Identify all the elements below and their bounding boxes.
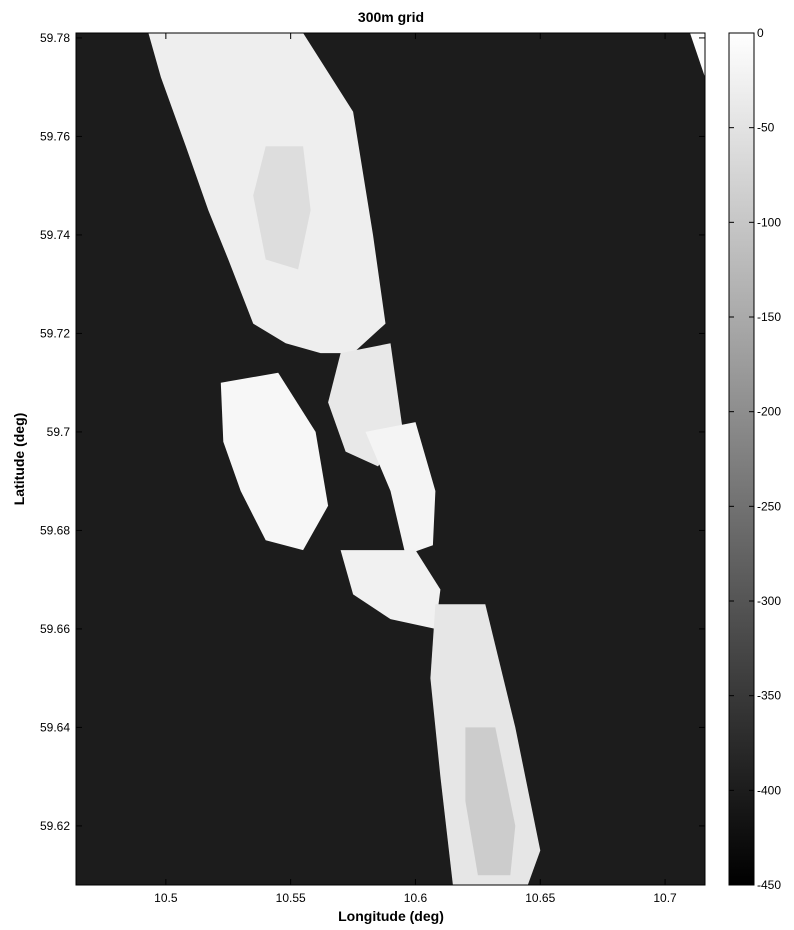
x-tick-label: 10.7 [653, 891, 677, 905]
y-tick-label: 59.62 [40, 819, 70, 833]
y-tick-label: 59.76 [40, 129, 70, 143]
colorbar-tick-label: -350 [757, 689, 781, 703]
region-east-arm [365, 422, 436, 555]
x-tick-label: 10.55 [276, 891, 306, 905]
y-tick-label: 59.66 [40, 622, 70, 636]
region-deep-south [465, 727, 516, 876]
plot-frame [75, 32, 706, 886]
colorbar-tick-label: -150 [757, 310, 781, 324]
region-deep-center [253, 146, 311, 270]
y-tick-label: 59.7 [47, 425, 71, 439]
y-axis: 59.62 59.64 59.66 59.68 59.7 59.72 59.74 59.76 5… [40, 31, 705, 833]
colorbar-tick-label: -400 [757, 783, 781, 797]
x-axis-label: Longitude (deg) [338, 908, 444, 924]
x-tick-label: 10.65 [525, 891, 555, 905]
region-corner-shelf [690, 33, 705, 78]
y-tick-label: 59.74 [40, 228, 70, 242]
y-tick-label: 59.78 [40, 31, 70, 45]
chart-title: 300m grid [358, 9, 424, 25]
y-tick-label: 59.64 [40, 720, 70, 734]
colorbar [728, 32, 755, 886]
colorbar-tick-label: -100 [757, 215, 781, 229]
y-tick-label: 59.72 [40, 326, 70, 340]
depth-regions [148, 33, 705, 885]
colorbar-tick-label: -50 [757, 121, 775, 135]
colorbar-tick-label: -450 [757, 878, 781, 892]
colorbar-tick-label: -300 [757, 594, 781, 608]
x-tick-label: 10.6 [404, 891, 428, 905]
y-tick-label: 59.68 [40, 523, 70, 537]
colorbar-tick-label: -250 [757, 499, 781, 513]
y-axis-label: Latitude (deg) [11, 413, 27, 506]
region-narrows [340, 550, 441, 629]
region-west-arm [220, 372, 329, 551]
colorbar-tick-label: 0 [757, 26, 764, 40]
x-axis: 10.5 10.55 10.6 10.65 10.7 [154, 33, 677, 905]
colorbar-ticks: 0 -50 -100 -150 -200 -250 -300 -350 -400 -450 [729, 26, 781, 892]
x-tick-label: 10.5 [154, 891, 178, 905]
colorbar-tick-label: -200 [757, 405, 781, 419]
